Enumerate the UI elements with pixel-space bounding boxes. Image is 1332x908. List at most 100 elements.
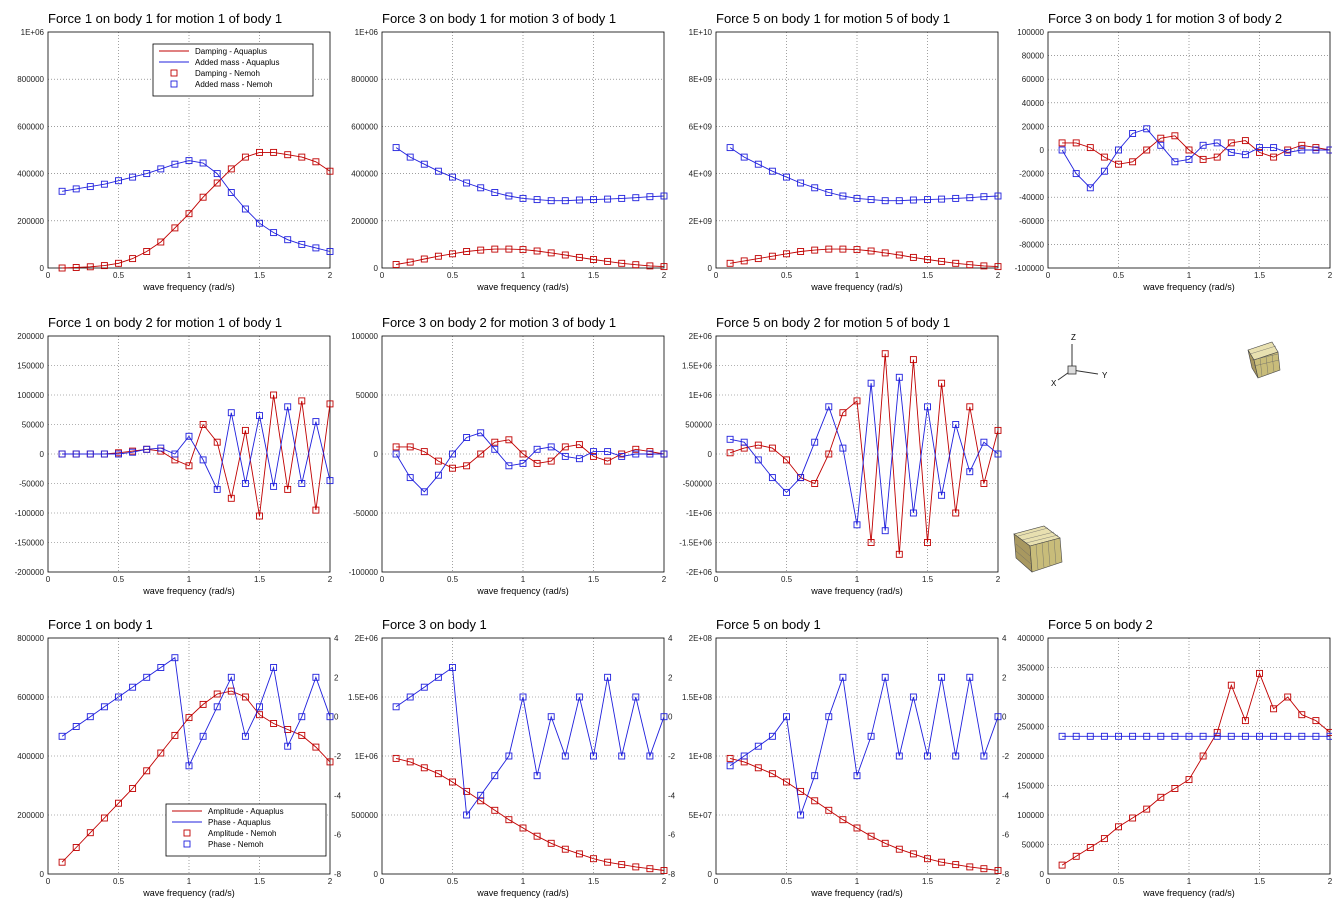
y-tick-label: 300000: [1017, 693, 1044, 702]
y-tick-label: 600000: [351, 122, 378, 131]
data-point-marker: [660, 450, 668, 458]
chart-panel: Force 3 on body 1 for motion 3 of body 2…: [1015, 11, 1332, 292]
x-tick-label: 2: [328, 575, 333, 584]
y-tick-label: 1E+06: [21, 28, 45, 37]
data-point-marker: [477, 791, 485, 799]
svg-text:Y: Y: [1102, 371, 1108, 380]
data-point-marker: [952, 752, 960, 760]
y-tick-label: 0: [374, 870, 379, 879]
data-point-marker: [575, 693, 583, 701]
y-tick-label: 5E+07: [689, 811, 713, 820]
data-point-marker: [895, 752, 903, 760]
data-point-marker: [1256, 148, 1263, 156]
data-point-marker: [86, 713, 94, 721]
x-tick-label: 2: [662, 575, 667, 584]
data-point-marker: [1086, 732, 1094, 740]
data-point-marker: [143, 673, 151, 681]
data-point-marker: [1171, 132, 1179, 140]
x-tick-label: 0.5: [781, 271, 793, 280]
y2-tick-label: -8: [334, 870, 342, 879]
data-point-marker: [825, 713, 833, 721]
data-point-marker: [434, 252, 442, 260]
data-point-marker: [1185, 155, 1193, 163]
x-tick-label: 2: [996, 877, 1001, 886]
data-point-marker: [1058, 139, 1066, 147]
x-tick-label: 2: [1328, 877, 1332, 886]
x-tick-label: 0: [46, 271, 51, 280]
data-point-marker: [1115, 732, 1122, 740]
data-point-marker: [491, 189, 499, 196]
plot-frame: [381, 31, 665, 269]
data-point-marker: [839, 444, 847, 452]
x-tick-label: 0: [380, 575, 385, 584]
data-point-marker: [199, 159, 207, 167]
data-point-marker: [909, 253, 917, 261]
x-tick-label: 0.5: [447, 271, 459, 280]
y-tick-label: 2E+06: [355, 634, 379, 643]
data-point-marker: [72, 844, 80, 851]
data-point-marker: [392, 443, 400, 451]
x-tick-label: 1: [1187, 877, 1192, 886]
x-tick-label: 0: [714, 877, 719, 886]
y-tick-label: 100000: [1017, 28, 1044, 37]
data-point-marker: [406, 153, 414, 161]
data-point-marker: [938, 195, 946, 203]
data-point-marker: [1129, 130, 1137, 137]
data-point-marker: [1241, 137, 1249, 145]
y-tick-label: 800000: [17, 634, 44, 643]
data-point-marker: [463, 434, 471, 441]
x-tick-label: 0: [380, 271, 385, 280]
series-line: [395, 757, 665, 871]
data-point-marker: [632, 450, 640, 458]
y2-tick-label: -6: [668, 831, 676, 840]
y-tick-label: 200000: [351, 217, 378, 226]
data-point-marker: [477, 429, 485, 437]
data-point-marker: [575, 196, 583, 204]
data-point-marker: [632, 863, 640, 871]
data-point-marker: [797, 474, 805, 482]
data-point-marker: [811, 797, 819, 805]
data-point-marker: [952, 509, 960, 517]
y2-tick-label: 2: [1002, 673, 1007, 682]
data-point-marker: [783, 456, 790, 464]
series-line: [729, 147, 999, 202]
data-point-marker: [740, 752, 748, 760]
data-point-marker: [1312, 717, 1320, 725]
data-point-marker: [994, 450, 1002, 458]
chart-title: Force 5 on body 1 for motion 5 of body 1: [716, 11, 950, 26]
data-point-marker: [519, 824, 527, 832]
data-point-marker: [783, 713, 790, 721]
x-tick-label: 0: [714, 575, 719, 584]
x-tick-label: 0.5: [781, 575, 793, 584]
data-point-marker: [519, 459, 527, 467]
chart-title: Force 3 on body 2 for motion 3 of body 1: [382, 315, 616, 330]
data-point-marker: [561, 251, 569, 259]
series-line: [730, 377, 999, 531]
data-point-marker: [129, 448, 137, 456]
data-point-marker: [1100, 835, 1108, 843]
x-tick-label: 0.5: [1113, 877, 1125, 886]
data-point-marker: [1326, 728, 1332, 736]
data-point-marker: [994, 426, 1002, 434]
chart-title: Force 5 on body 2: [1048, 617, 1153, 632]
data-point-marker: [768, 732, 776, 740]
data-point-marker: [1326, 146, 1332, 154]
data-point-marker: [938, 379, 946, 387]
data-point-marker: [590, 752, 597, 760]
data-point-marker: [881, 839, 889, 847]
data-point-marker: [270, 482, 278, 490]
data-point-marker: [1143, 146, 1151, 154]
data-point-marker: [185, 714, 193, 722]
data-point-marker: [740, 153, 748, 161]
data-point-marker: [909, 196, 917, 204]
data-point-marker: [1256, 144, 1263, 152]
data-point-marker: [406, 258, 414, 266]
chart-title: Force 3 on body 1 for motion 3 of body 1: [382, 11, 616, 26]
y-tick-label: -150000: [15, 539, 45, 548]
chart-title: Force 1 on body 1: [48, 617, 153, 632]
y2-tick-label: 0: [334, 713, 339, 722]
data-point-marker: [1072, 852, 1080, 860]
x-tick-label: 1.5: [922, 575, 934, 584]
y-tick-label: 350000: [1017, 664, 1044, 673]
data-point-marker: [660, 192, 668, 200]
